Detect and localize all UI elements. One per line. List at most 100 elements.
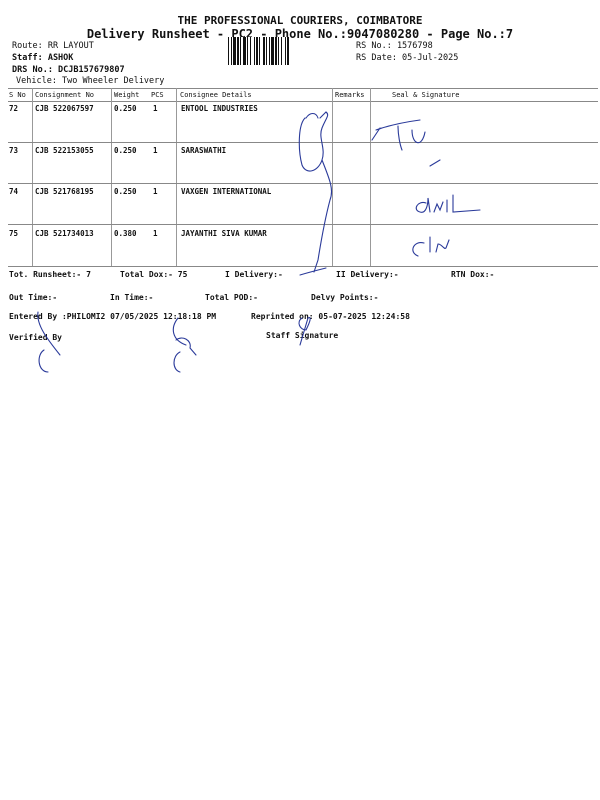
- signature-stroke: [415, 194, 481, 213]
- barcode-bar: [237, 37, 239, 65]
- consignee: JAYANTHI SIVA KUMAR: [181, 229, 267, 238]
- barcode-bar: [231, 37, 232, 65]
- weight: 0.380: [114, 229, 137, 238]
- barcode-bar: [256, 37, 258, 65]
- barcode-bar: [266, 37, 267, 65]
- barcode-bar: [233, 37, 236, 65]
- barcode-bar: [271, 37, 274, 65]
- barcode-bar: [269, 37, 270, 65]
- divider: [332, 88, 333, 266]
- signature-stroke: [298, 111, 333, 273]
- signature-stroke: [37, 311, 61, 373]
- barcode-bar: [281, 37, 282, 65]
- sno: 73: [9, 146, 19, 155]
- out-time: Out Time:-: [9, 293, 58, 302]
- barcode-bar: [289, 37, 290, 65]
- delvy-points: Delvy Points:-: [311, 293, 379, 302]
- barcode-bar: [275, 37, 277, 65]
- barcode-bar: [287, 37, 289, 65]
- barcode-bar: [260, 37, 263, 65]
- vehicle: Vehicle: Two Wheeler Delivery: [16, 76, 165, 86]
- barcode-bar: [246, 37, 247, 65]
- barcode-bar: [282, 37, 285, 65]
- signature-stroke: [412, 236, 450, 257]
- barcode-bar: [243, 37, 246, 65]
- col-remarks: Remarks: [335, 91, 365, 99]
- col-weight: Weight: [114, 91, 140, 99]
- consignee: SARASWATHI: [181, 146, 227, 155]
- consignment-no: CJB 522153055: [35, 146, 94, 155]
- barcode-bar: [267, 37, 269, 65]
- divider: [8, 266, 598, 267]
- divider: [8, 88, 598, 89]
- in-time: In Time:-: [110, 293, 154, 302]
- weight: 0.250: [114, 187, 137, 196]
- ii-delivery: II Delivery:-: [336, 270, 399, 279]
- divider: [32, 88, 33, 266]
- col-sno: S No: [9, 91, 26, 99]
- rs-date: RS Date: 05-Jul-2025: [356, 53, 459, 63]
- weight: 0.250: [114, 104, 137, 113]
- barcode-bar: [250, 37, 251, 65]
- barcode-bar: [277, 37, 278, 65]
- staff: Staff: ASHOK: [12, 53, 74, 63]
- company-title: THE PROFESSIONAL COURIERS, COIMBATORE: [177, 14, 423, 27]
- consignee: ENTOOL INDUSTRIES: [181, 104, 258, 113]
- pcs: 1: [153, 229, 158, 238]
- divider: [8, 183, 598, 184]
- col-pcs: PCS: [151, 91, 164, 99]
- signature-stroke: [172, 317, 197, 373]
- barcode-bar: [255, 37, 256, 65]
- barcode-bar: [232, 37, 233, 65]
- barcode-bar: [241, 37, 243, 65]
- rtn-dox: RTN Dox:-: [451, 270, 495, 279]
- reprinted-on: Reprinted on: 05-07-2025 12:24:58: [251, 312, 410, 321]
- tot-runsheet: Tot. Runsheet:- 7: [9, 270, 91, 279]
- divider: [176, 88, 177, 266]
- col-seal-signature: Seal & Signature: [392, 91, 460, 99]
- verified-by: Verified By: [9, 333, 62, 342]
- barcode-bar: [247, 37, 248, 65]
- consignment-no: CJB 521768195: [35, 187, 94, 196]
- col-consignment: Consignment No: [35, 91, 95, 99]
- consignment-no: CJB 522067597: [35, 104, 94, 113]
- barcode-bar: [265, 37, 266, 65]
- barcode-bar: [229, 37, 231, 65]
- runsheet-subtitle: Delivery Runsheet - PC2 - Phone No.:9047…: [86, 27, 514, 41]
- barcode-bar: [228, 37, 229, 65]
- barcode-bar: [254, 37, 255, 65]
- consignment-no: CJB 521734013: [35, 229, 94, 238]
- barcode-bar: [286, 37, 287, 65]
- barcode-bar: [270, 37, 271, 65]
- divider: [370, 88, 371, 266]
- barcode-bar: [248, 37, 250, 65]
- consignee: VAXGEN INTERNATIONAL: [181, 187, 272, 196]
- barcode-bar: [263, 37, 265, 65]
- divider: [8, 142, 598, 143]
- sno: 75: [9, 229, 19, 238]
- barcode-bar: [259, 37, 260, 65]
- divider: [8, 101, 598, 102]
- total-dox: Total Dox:- 75: [120, 270, 188, 279]
- pcs: 1: [153, 187, 158, 196]
- route: Route: RR LAYOUT: [12, 41, 94, 51]
- barcode-bar: [278, 37, 279, 65]
- barcode-bar: [285, 37, 286, 65]
- weight: 0.250: [114, 146, 137, 155]
- barcode: [228, 37, 340, 65]
- drs-number: DRS No.: DCJB157679807: [12, 65, 125, 75]
- rs-number: RS No.: 1576798: [356, 41, 433, 51]
- sno: 74: [9, 187, 19, 196]
- barcode-bar: [251, 37, 254, 65]
- col-consignee: Consignee Details: [180, 91, 252, 99]
- divider: [111, 88, 112, 266]
- entered-by: Entered By :PHILOMI2 07/05/2025 12:18:18…: [9, 312, 217, 321]
- barcode-bar: [240, 37, 241, 65]
- pcs: 1: [153, 104, 158, 113]
- signature-stroke: [371, 119, 441, 167]
- staff-signature: Staff Signature: [266, 331, 339, 340]
- barcode-bar: [279, 37, 281, 65]
- barcode-bar: [258, 37, 259, 65]
- i-delivery: I Delivery:-: [225, 270, 283, 279]
- signature-stroke: [299, 267, 327, 276]
